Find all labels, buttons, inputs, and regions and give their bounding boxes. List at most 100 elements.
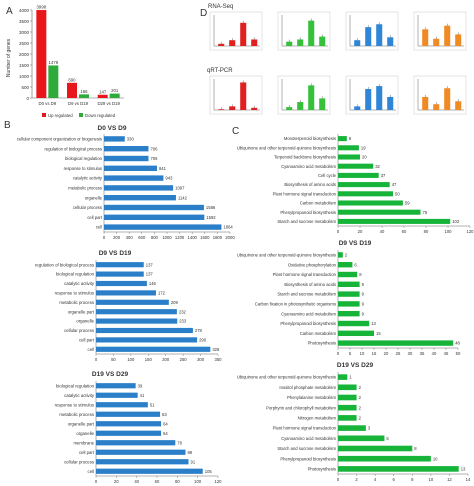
panel-c3-bar — [338, 435, 385, 442]
panel-b2-x-tick-label: 300 — [197, 357, 205, 362]
panel-c2-x-tick-label: 25 — [396, 351, 401, 356]
panel-b1-category-label: organelle — [85, 195, 103, 200]
panel-c2-data-label: 2 — [345, 253, 348, 258]
panel-a-y-tick-label: 2000 — [19, 52, 30, 57]
panel-b1-bar — [104, 175, 164, 181]
panel-c3-data-label: 5 — [386, 436, 389, 441]
panel-a-ylabel: Number of genes — [6, 38, 12, 77]
panel-b2-x-tick-label: 50 — [111, 357, 116, 362]
panel-c1-category-label: Terpenoid backbone biosynthesis — [274, 155, 336, 160]
panel-c3-x-tick-label: 12 — [447, 477, 452, 482]
panel-c1-category-label: Plant hormone signal transduction — [273, 191, 337, 196]
panel-d-bar — [376, 86, 383, 110]
panel-b1-category-label: metabolic process — [68, 186, 102, 191]
panel-c3-x-tick-label: 8 — [411, 477, 414, 482]
panel-c1-x-tick-label: 0 — [337, 229, 340, 234]
panel-c1-data-label: 59 — [405, 201, 410, 206]
panel-c2-bar — [338, 320, 370, 327]
panel-c2-x-tick-label: 15 — [372, 351, 377, 356]
panel-c2-data-label: 9 — [362, 292, 365, 297]
panel-c1-category-label: Starch and sucrose metabolism — [277, 219, 336, 224]
panel-b2-category-label: organelle — [76, 319, 94, 324]
panel-c3-category-label: Cyanoamino acid metabolism — [281, 436, 336, 441]
panel-c1-data-label: 47 — [392, 182, 397, 187]
panel-c2-data-label: 13 — [371, 321, 376, 326]
panel-b1-x-tick-label: 0 — [103, 235, 106, 240]
panel-c2-x-tick-label: 10 — [360, 351, 365, 356]
panel-c1-data-label: 102 — [452, 219, 460, 224]
panel-c1-bar — [338, 136, 347, 142]
panel-b2-data-label: 233 — [179, 319, 187, 324]
panel-c3-bar — [338, 466, 459, 472]
panel-b2-x-tick-label: 150 — [145, 357, 153, 362]
panel-b1-data-label: 1142 — [178, 195, 188, 200]
panel-c2-category-label: Phenylpropanoid biosynthesis — [280, 321, 336, 326]
panel-b1-x-tick-label: 1400 — [188, 235, 198, 240]
panel-b3-bar — [96, 402, 148, 408]
panel-c1-bar — [338, 163, 374, 169]
panel-c3-data-label: 8 — [414, 446, 417, 451]
panel-c2-x-tick-label: 45 — [444, 351, 449, 356]
panel-c1-data-label: 8 — [349, 136, 352, 141]
panel-c1-bar — [338, 218, 451, 224]
panel-c3-data-label: 1 — [349, 375, 352, 380]
panel-a-y-tick-label: 4000 — [19, 8, 30, 13]
panel-b1-x-tick-label: 2000 — [225, 235, 235, 240]
panel-b2-x-tick-label: 350 — [215, 357, 223, 362]
panel-d-bar — [240, 22, 247, 46]
panel-b3-data-label: 39 — [138, 383, 143, 388]
panel-d-bar — [354, 106, 361, 110]
panel-b3-data-label: 78 — [177, 440, 182, 445]
panel-b1-data-label: 1592 — [206, 215, 216, 220]
panel-c1-bar — [338, 200, 403, 206]
panel-a-y-tick-label: 1000 — [19, 74, 30, 79]
panel-c2-data-label: 9 — [362, 311, 365, 316]
panel-b3-bar — [96, 459, 189, 465]
panel-c2-x-tick-label: 0 — [337, 351, 340, 356]
panel-b1-bar — [104, 224, 222, 230]
panel-c2-bar — [338, 271, 358, 278]
panel-letter-b: B — [4, 120, 11, 131]
panel-a-y-tick-label: 3500 — [19, 19, 30, 24]
panel-c3-data-label: 10 — [433, 456, 438, 461]
panel-c2-bar — [338, 330, 374, 336]
panel-d-bar — [444, 25, 451, 46]
panel-b3-data-label: 64 — [163, 431, 168, 436]
panel-a-bar — [67, 82, 77, 98]
panel-c3-data-label: 13 — [461, 467, 466, 472]
panel-b2-category-label: metabolic process — [59, 300, 94, 305]
panel-c1-x-tick-label: 80 — [424, 229, 429, 234]
panel-d-bar — [422, 96, 429, 110]
panel-c1-x-tick-label: 100 — [445, 229, 453, 234]
panel-b2-bar — [96, 271, 144, 277]
panel-d-bar — [251, 39, 258, 46]
panel-c-title-d19-vs-d29: D19 VS D29 — [337, 362, 374, 369]
panel-b3-x-tick-label: 20 — [114, 479, 119, 484]
panel-b1-x-tick-label: 200 — [113, 235, 121, 240]
panel-b2-data-label: 137 — [146, 262, 154, 267]
panel-c3-bar — [338, 394, 357, 401]
panel-c2-data-label: 6 — [354, 262, 357, 267]
panel-c1-bar — [338, 182, 390, 188]
panel-b1-data-label: 1097 — [175, 186, 185, 191]
panel-c3-data-label: 2 — [359, 395, 362, 400]
panel-b3-data-label: 105 — [205, 469, 213, 474]
panel-d-bar — [229, 40, 236, 46]
panel-a-bar — [109, 93, 120, 98]
panel-b-chart-d9-vs-d19: 137 regulation of biological process 137 bi… — [35, 260, 222, 362]
panel-c1-data-label: 19 — [361, 145, 366, 150]
panel-d-row-label-rnaseq: RNA-Seq — [208, 4, 233, 10]
panel-b-title-d0-vs-d9: D0 VS D9 — [98, 125, 127, 132]
panel-b2-data-label: 290 — [199, 338, 207, 343]
panel-b1-data-label: 1864 — [223, 225, 233, 230]
panel-c3-category-label: Inositol phosphate metabolism — [279, 385, 336, 390]
panel-c3-bar — [338, 415, 357, 421]
panel-b3-bar — [96, 440, 176, 446]
panel-b1-x-tick-label: 1200 — [175, 235, 185, 240]
panel-b1-data-label: 1586 — [206, 205, 216, 210]
panel-c3-x-tick-label: 4 — [374, 477, 377, 482]
panel-b3-x-tick-label: 80 — [175, 479, 180, 484]
panel-c2-data-label: 9 — [362, 282, 365, 287]
panel-b-chart-d19-vs-d29: 39 biological regulation 41 catalytic activ… — [55, 381, 222, 484]
panel-b3-category-label: metabolic process — [59, 412, 94, 417]
